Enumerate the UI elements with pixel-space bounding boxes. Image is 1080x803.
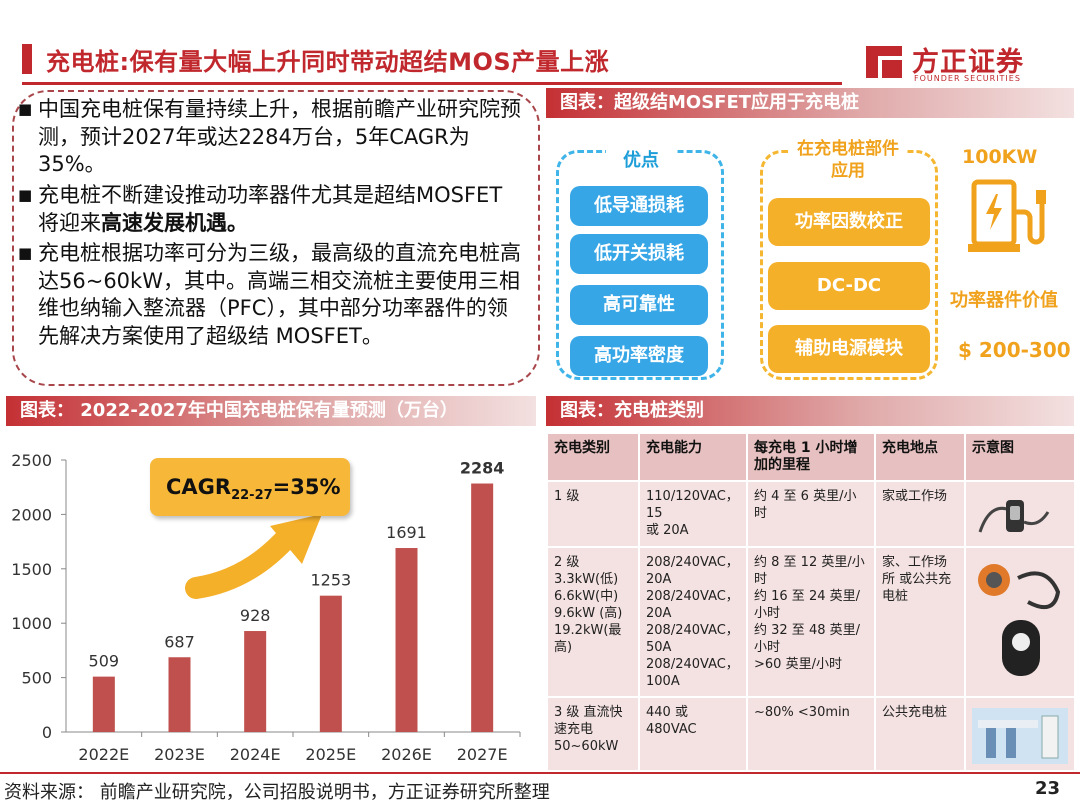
table-row: 3 级 直流快速充电 50~60kW 440 或 480VAC ~80% <30… bbox=[546, 696, 1076, 772]
bar bbox=[168, 657, 191, 732]
table-cell: 家或工作场 bbox=[874, 480, 966, 548]
bullet-emphasis: 高速发展机遇。 bbox=[101, 210, 248, 235]
table-cell: 公共充电桩 bbox=[874, 696, 966, 772]
advantage-pill: 高功率密度 bbox=[570, 336, 708, 376]
data-label: 928 bbox=[240, 606, 271, 625]
table-cell: 3 级 直流快速充电 50~60kW bbox=[546, 696, 640, 772]
page-title: 充电桩:保有量大幅上升同时带动超结MOS产量上涨 bbox=[46, 48, 610, 76]
data-label: 1691 bbox=[386, 523, 427, 542]
table-header: 充电类别 bbox=[546, 432, 640, 482]
device-value-label: 功率器件价值 bbox=[950, 290, 1058, 311]
founder-logo-icon bbox=[866, 46, 902, 78]
y-tick-label: 500 bbox=[21, 669, 52, 688]
table-header: 充电地点 bbox=[874, 432, 966, 482]
table-cell: 2 级 3.3kW(低) 6.6kW(中) 9.6kW (高) 19.2kW(最… bbox=[546, 546, 640, 698]
data-label: 1253 bbox=[310, 571, 351, 590]
logo-text: 方正证券 bbox=[912, 47, 1024, 78]
growth-arrow bbox=[185, 523, 301, 599]
summary-box bbox=[12, 90, 540, 386]
advantages-title: 优点 bbox=[606, 146, 676, 172]
table-cell bbox=[964, 480, 1076, 548]
bullet-point: ■ 充电桩根据功率可分为三级，最高级的直流充电桩高达56~60kW，其中。高端三… bbox=[18, 241, 521, 348]
title-underline bbox=[22, 82, 842, 85]
title-accent-bar bbox=[22, 44, 32, 74]
table-header: 示意图 bbox=[964, 432, 1076, 482]
table-header: 充电能力 bbox=[638, 432, 748, 482]
charger-types-table: 充电类别 充电能力 每充电 1 小时增加的里程 充电地点 示意图 1 级 110… bbox=[546, 432, 1076, 772]
x-tick-label: 2023E bbox=[154, 745, 205, 764]
footer-divider bbox=[0, 772, 1080, 774]
x-tick-label: 2022E bbox=[78, 745, 129, 764]
bullet-point: ■ 充电桩不断建设推动功率器件尤其是超结MOSFET 将迎来高速发展机遇。 bbox=[18, 183, 503, 235]
data-label: 509 bbox=[89, 652, 120, 671]
table-row: 1 级 110/120VAC，15 或 20A 约 4 至 6 英里/小时 家或… bbox=[546, 480, 1076, 548]
table-header: 每充电 1 小时增加的里程 bbox=[746, 432, 876, 482]
bullet-point: ■ 中国充电桩保有量持续上升，根据前瞻产业研究院预测，预计2027年或达2284… bbox=[18, 97, 521, 176]
bullet-square-icon: ■ bbox=[18, 186, 33, 204]
bullet-square-icon: ■ bbox=[18, 100, 33, 118]
advantage-pill: 低导通损耗 bbox=[570, 186, 708, 226]
x-tick-label: 2027E bbox=[457, 745, 508, 764]
bar-chart: 0 500 1000 1500 2000 2500 509 2022E 687 2023E 928 2… bbox=[11, 451, 521, 764]
application-pill: 辅助电源模块 bbox=[768, 325, 930, 373]
table-cell: 1 级 bbox=[546, 480, 640, 548]
table-cell bbox=[964, 696, 1076, 772]
y-tick-label: 0 bbox=[42, 723, 52, 742]
growth-arrow-head bbox=[270, 514, 322, 564]
bullet-square-icon: ■ bbox=[18, 244, 33, 262]
table-cell: 约 4 至 6 英里/小时 bbox=[746, 480, 876, 548]
power-rating: 100KW bbox=[962, 146, 1038, 168]
data-label: 2284 bbox=[460, 459, 505, 478]
cagr-callout: CAGR22-27=35% bbox=[150, 458, 350, 516]
y-tick-label: 1000 bbox=[11, 614, 52, 633]
table-cell: 110/120VAC，15 或 20A bbox=[638, 480, 748, 548]
applications-title: 在充电桩部件应用 bbox=[790, 138, 906, 182]
data-label: 687 bbox=[164, 632, 195, 651]
table-cell: ~80% <30min bbox=[746, 696, 876, 772]
chart-panel-title: 图表： 2022-2027年中国充电桩保有量预测（万台） bbox=[6, 396, 536, 426]
level2-charger-icon bbox=[978, 564, 1061, 676]
dc-charging-station-icon bbox=[972, 708, 1068, 764]
bar bbox=[92, 676, 115, 732]
bar bbox=[395, 548, 418, 732]
y-tick-label: 1500 bbox=[11, 560, 52, 579]
bar bbox=[471, 483, 494, 732]
x-tick-label: 2026E bbox=[381, 745, 432, 764]
bar bbox=[244, 631, 267, 732]
logo-subtext: FOUNDER SECURITIES bbox=[914, 74, 1021, 83]
mosfet-panel-title: 图表：超级结MOSFET应用于充电桩 bbox=[546, 88, 1074, 118]
table-header-row: 充电类别 充电能力 每充电 1 小时增加的里程 充电地点 示意图 bbox=[546, 432, 1076, 482]
source-note: 资料来源： 前瞻产业研究院，公司招股说明书，方正证券研究所整理 bbox=[4, 782, 550, 803]
table-cell: 440 或 480VAC bbox=[638, 696, 748, 772]
application-pill: 功率因数校正 bbox=[768, 198, 930, 246]
table-cell: 208/240VAC，20A 208/240VAC，20A 208/240VAC… bbox=[638, 546, 748, 698]
charger-icon bbox=[968, 179, 1046, 252]
device-value-range: $ 200-300 bbox=[958, 338, 1071, 362]
x-tick-label: 2024E bbox=[230, 745, 281, 764]
application-pill: DC-DC bbox=[768, 262, 930, 310]
table-cell bbox=[964, 546, 1076, 698]
advantage-pill: 高可靠性 bbox=[570, 285, 708, 325]
x-tick-label: 2025E bbox=[305, 745, 356, 764]
y-tick-label: 2000 bbox=[11, 505, 52, 524]
table-panel-title: 图表：充电桩类别 bbox=[546, 396, 1074, 426]
y-tick-label: 2500 bbox=[11, 451, 52, 470]
level1-charger-icon bbox=[978, 500, 1050, 533]
bar bbox=[319, 595, 342, 732]
page-number: 23 bbox=[1034, 778, 1060, 799]
table-row: 2 级 3.3kW(低) 6.6kW(中) 9.6kW (高) 19.2kW(最… bbox=[546, 546, 1076, 698]
table-cell: 约 8 至 12 英里/小时 约 16 至 24 英里/小时 约 32 至 48… bbox=[746, 546, 876, 698]
table-cell: 家、工作场 所 或公共充电桩 bbox=[874, 546, 966, 698]
advantage-pill: 低开关损耗 bbox=[570, 234, 708, 274]
